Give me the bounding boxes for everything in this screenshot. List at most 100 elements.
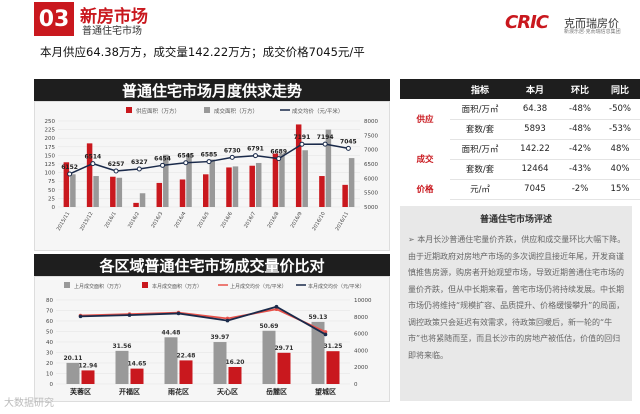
metric-cell: 面积/万㎡ (450, 99, 510, 120)
prev-data-label: 20.11 (64, 355, 83, 362)
y2-tick-label: 5500 (364, 191, 378, 197)
table-row: 价格 元/㎡ 7045 -2% 15% (400, 179, 640, 200)
y-tick-label: 40 (46, 340, 53, 346)
curr-data-label: 29.71 (275, 345, 294, 352)
logo-text: CRIC (505, 12, 549, 33)
price-data-label: 6545 (177, 153, 194, 160)
supply-bar (319, 176, 325, 207)
curr-price-point (127, 313, 132, 317)
table-header-cell: 环比 (560, 79, 600, 99)
supply-bar (110, 176, 116, 207)
price-data-label: 7045 (340, 138, 357, 145)
mom-cell: -48% (560, 99, 600, 120)
yoy-cell: 15% (600, 179, 640, 200)
y-tick-label: 225 (45, 128, 56, 134)
month-cell: 142.22 (510, 139, 560, 160)
y2-tick-label: 7500 (364, 133, 378, 139)
supply-bar (342, 184, 348, 207)
price-point (67, 171, 73, 177)
supply-bar (272, 153, 279, 207)
table-row: 套数/套 12464 -43% 40% (400, 159, 640, 180)
x-tick-label: 2016/7 (243, 211, 257, 229)
legend-swatch (204, 107, 210, 113)
section-subtitle: 普通住宅市场 (82, 26, 142, 37)
y2-tick-label: 0 (354, 382, 358, 388)
price-data-label: 6327 (131, 159, 148, 166)
table-row: 套数/套 5893 -48% -53% (400, 119, 640, 140)
price-point (136, 166, 142, 172)
legend-label: 上月成交面积（万方） (74, 283, 124, 290)
price-point (160, 162, 166, 168)
deal-bar (163, 154, 169, 207)
legend-swatch (126, 107, 132, 113)
supply-bar (133, 202, 139, 207)
chart2-title: 各区域普通住宅市场成交量价比对 (34, 254, 390, 276)
price-point (183, 160, 189, 166)
group-label: 成交 (416, 155, 434, 165)
deal-bar (93, 176, 99, 207)
prev-data-label: 39.97 (211, 334, 230, 341)
y2-tick-label: 6000 (364, 176, 378, 182)
commentary-title: 普通住宅市场评述 (479, 215, 552, 225)
deal-bar (139, 193, 146, 207)
price-point (252, 153, 258, 159)
supply-bar (156, 182, 163, 207)
prev-month-bar (115, 350, 129, 384)
y-tick-label: 25 (48, 196, 55, 202)
supply-bar (203, 174, 209, 207)
prev-data-label: 44.48 (162, 329, 181, 336)
deal-bar (70, 174, 76, 207)
logo-small: 新浪乐居·克而瑞信息集团 (564, 29, 621, 35)
x-tick-label: 岳麓区 (266, 387, 287, 396)
prev-month-bar (311, 321, 325, 384)
x-tick-label: 芙蓉区 (69, 387, 91, 396)
y2-tick-label: 5000 (364, 205, 378, 211)
price-point (229, 154, 235, 160)
curr-month-bar (179, 360, 193, 384)
prev-month-bar (164, 337, 178, 384)
supply-bar (249, 165, 255, 207)
y2-tick-label: 8000 (364, 119, 378, 125)
x-tick-label: 望城区 (315, 387, 336, 396)
y-tick-label: 125 (45, 162, 56, 168)
metric-cell: 套数/套 (450, 159, 510, 180)
curr-data-label: 14.65 (128, 361, 147, 368)
deal-bar (116, 177, 123, 207)
y2-tick-label: 7000 (364, 148, 378, 154)
x-tick-label: 2016/1 (104, 211, 118, 229)
curr-data-label: 22.48 (177, 352, 196, 359)
price-data-label: 7191 (294, 134, 311, 141)
y-tick-label: 200 (45, 136, 56, 142)
group-label: 价格 (416, 185, 434, 195)
table-header-cell (400, 79, 450, 99)
y-tick-label: 80 (46, 298, 53, 304)
legend-label: 成交面积（万方） (214, 107, 258, 115)
logo-cn: 克而瑞房价 (564, 17, 619, 30)
month-cell: 5893 (510, 119, 560, 140)
mom-cell: -48% (560, 119, 600, 140)
prev-data-label: 31.56 (113, 343, 132, 350)
curr-price-point (225, 318, 230, 323)
y-tick-label: 70 (46, 309, 53, 315)
x-tick-label: 2016/2 (127, 211, 141, 229)
price-data-label: 6454 (154, 155, 171, 162)
x-tick-label: 2016/6 (220, 211, 234, 229)
group-label: 供应 (416, 115, 434, 125)
y-tick-label: 75 (48, 179, 55, 185)
y-tick-label: 50 (48, 188, 55, 194)
y-tick-label: 30 (46, 351, 53, 357)
supply-bar (226, 167, 232, 207)
x-tick-label: 2016/5 (197, 211, 211, 229)
y-tick-label: 0 (50, 382, 54, 388)
deal-bar (302, 150, 308, 207)
table-header-cell: 同比 (600, 79, 640, 99)
x-tick-label: 2015/11 (56, 211, 72, 232)
supply-bar (86, 143, 93, 207)
cric-logo: CRIC 克而瑞房价 新浪乐居·克而瑞信息集团 (505, 12, 625, 36)
x-tick-label: 2016/4 (174, 211, 188, 229)
y-tick-label: 10 (46, 372, 53, 378)
x-tick-label: 2016/10 (311, 211, 327, 232)
curr-price-point (274, 304, 279, 309)
y-tick-label: 100 (45, 171, 56, 177)
mom-cell: -2% (560, 179, 600, 200)
